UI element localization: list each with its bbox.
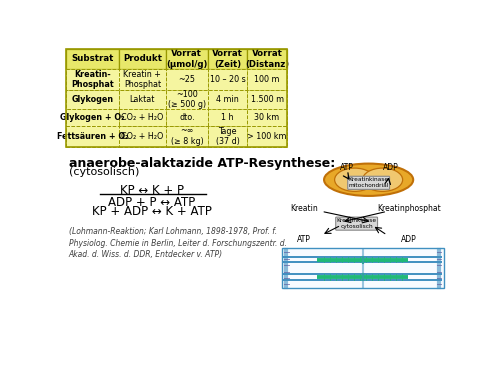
Text: 10 – 20 s: 10 – 20 s — [210, 75, 246, 84]
Text: (cytosolisch): (cytosolisch) — [68, 166, 139, 177]
Text: 1 h: 1 h — [222, 113, 234, 122]
Text: CO₂ + H₂O: CO₂ + H₂O — [121, 113, 164, 122]
Text: Tage
(37 d): Tage (37 d) — [216, 127, 240, 146]
Text: Kreatin: Kreatin — [290, 204, 318, 213]
Bar — [66, 126, 119, 147]
Bar — [66, 109, 119, 126]
Text: Vorrat
(Zeit): Vorrat (Zeit) — [212, 49, 243, 69]
Bar — [66, 90, 119, 109]
Text: ~100
(≥ 500 g): ~100 (≥ 500 g) — [168, 90, 206, 110]
Bar — [119, 90, 166, 109]
Text: Vorrat
(Distanz): Vorrat (Distanz) — [245, 49, 289, 69]
Text: Kreatin-
Phosphat: Kreatin- Phosphat — [72, 70, 114, 89]
Text: ATP: ATP — [298, 234, 311, 243]
Bar — [66, 69, 119, 90]
Bar — [247, 49, 287, 69]
FancyBboxPatch shape — [348, 176, 390, 189]
Text: KP + ADP ↔ K + ATP: KP + ADP ↔ K + ATP — [92, 205, 212, 218]
Text: Substrat: Substrat — [72, 54, 114, 63]
Bar — [166, 49, 208, 69]
Bar — [208, 109, 247, 126]
Text: 100 m: 100 m — [254, 75, 280, 84]
Bar — [119, 126, 166, 147]
Text: Kreatin +
Phosphat: Kreatin + Phosphat — [124, 70, 162, 89]
Text: Glykogen: Glykogen — [72, 95, 114, 104]
Text: dto.: dto. — [179, 113, 194, 122]
Text: Glykogen + O₂: Glykogen + O₂ — [60, 113, 125, 122]
Text: CO₂ + H₂O: CO₂ + H₂O — [121, 132, 164, 141]
Bar — [247, 109, 287, 126]
Bar — [282, 248, 444, 288]
Bar — [208, 126, 247, 147]
Text: Kreatinkinase
mitochondrial: Kreatinkinase mitochondrial — [348, 177, 389, 188]
Text: ADP: ADP — [382, 163, 398, 172]
Text: 4 min: 4 min — [216, 95, 239, 104]
Text: KP ↔ K + P: KP ↔ K + P — [120, 184, 184, 196]
Ellipse shape — [362, 168, 403, 191]
Text: ~∞
(≥ 8 kg): ~∞ (≥ 8 kg) — [170, 127, 203, 146]
Bar — [119, 109, 166, 126]
Bar — [166, 69, 208, 90]
Text: ~25: ~25 — [178, 75, 196, 84]
Bar — [247, 69, 287, 90]
Text: Vorrat
(µmol/g): Vorrat (µmol/g) — [166, 49, 207, 69]
Text: 30 km: 30 km — [254, 113, 280, 122]
Text: Kreatinphosphat: Kreatinphosphat — [377, 204, 441, 213]
Bar — [208, 90, 247, 109]
Bar — [166, 90, 208, 109]
Bar — [66, 49, 119, 69]
Text: Kreatinkinase
cytosolisch: Kreatinkinase cytosolisch — [336, 218, 376, 229]
Ellipse shape — [334, 168, 374, 191]
Text: 1.500 m: 1.500 m — [250, 95, 284, 104]
Bar — [119, 69, 166, 90]
Text: ADP: ADP — [401, 234, 417, 243]
Bar — [208, 49, 247, 69]
Bar — [247, 126, 287, 147]
Text: > 100 km: > 100 km — [248, 132, 287, 141]
Text: Fettsäuren + O₂: Fettsäuren + O₂ — [57, 132, 128, 141]
Bar — [119, 49, 166, 69]
Text: ATP: ATP — [340, 163, 354, 172]
Text: Produkt: Produkt — [123, 54, 162, 63]
Text: anaerobe-alaktazide ATP-Resynthese:: anaerobe-alaktazide ATP-Resynthese: — [68, 157, 335, 170]
Text: ADP + P ↔ ATP: ADP + P ↔ ATP — [108, 196, 195, 209]
FancyBboxPatch shape — [336, 217, 378, 230]
Text: Laktat: Laktat — [130, 95, 155, 104]
Bar — [208, 69, 247, 90]
Bar — [166, 109, 208, 126]
Bar — [66, 49, 287, 147]
Ellipse shape — [324, 164, 413, 196]
Bar — [247, 90, 287, 109]
Text: (Lohmann-Reaktion; Karl Lohmann, 1898-1978, Prof. f.
Physiolog. Chemie in Berlin: (Lohmann-Reaktion; Karl Lohmann, 1898-19… — [68, 227, 286, 260]
Bar — [166, 126, 208, 147]
